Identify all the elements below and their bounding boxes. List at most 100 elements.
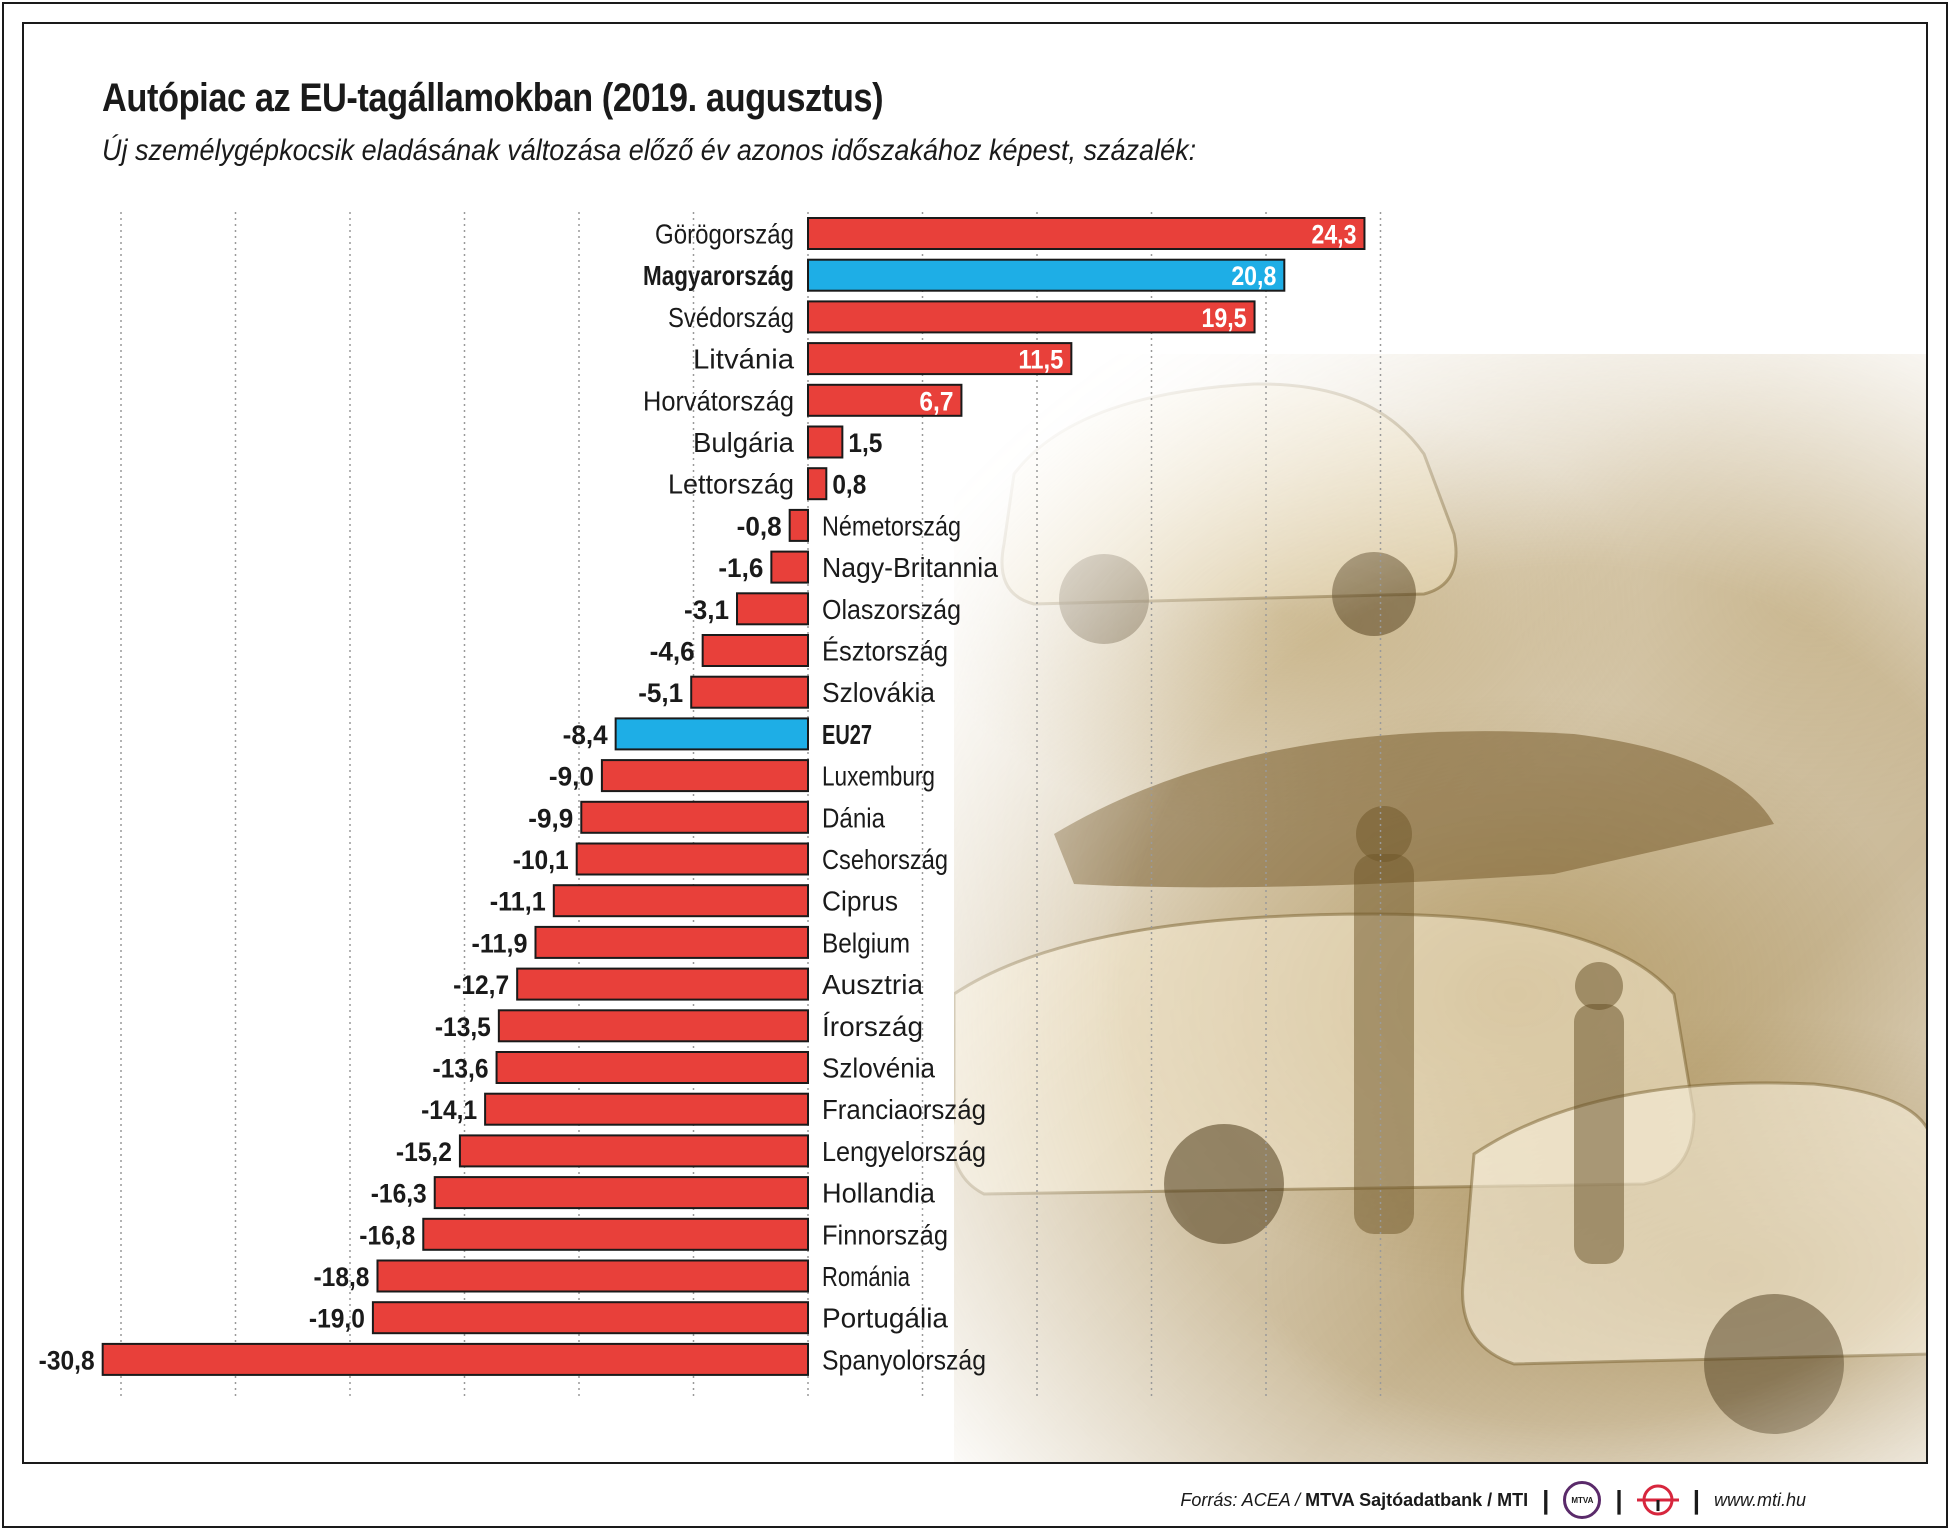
bar: [807, 217, 1366, 250]
background-photo-shapes: [954, 382, 1926, 1434]
bars: [101, 217, 1366, 1376]
bar: [101, 1342, 810, 1376]
category-label: Írország: [822, 1011, 923, 1042]
bar: [770, 550, 809, 584]
mtva-logo: MTVA: [1563, 1481, 1602, 1519]
value-label: -8,4: [563, 720, 608, 750]
value-label: -19,0: [309, 1304, 365, 1334]
website-link[interactable]: www.mti.hu: [1713, 1489, 1806, 1510]
category-label: Németország: [822, 510, 961, 541]
bar: [552, 884, 809, 918]
value-label: -15,2: [396, 1137, 452, 1167]
bar: [807, 258, 1286, 292]
value-label: -0,8: [737, 511, 782, 541]
chart-subtitle: Új személygépkocsik eladásának változása…: [102, 134, 1197, 167]
bar: [807, 467, 828, 501]
chart-title: Autópiac az EU-tagállamokban (2019. augu…: [102, 76, 884, 120]
value-label: -18,8: [313, 1262, 369, 1292]
bar: [736, 592, 810, 626]
category-label: Lettország: [668, 469, 794, 500]
value-label: -10,1: [513, 845, 569, 875]
bar: [497, 1009, 809, 1043]
category-label: Hollandia: [822, 1178, 935, 1209]
bar: [807, 383, 963, 417]
bar: [376, 1259, 809, 1293]
value-label: 24,3: [1311, 220, 1356, 250]
value-label: -4,6: [650, 637, 695, 667]
category-label: Finnország: [822, 1219, 948, 1250]
mtva-logo-text: MTVA: [1571, 1495, 1594, 1505]
labels: Görögország 24,3 Magyarország 20,8 Svédorszá…: [39, 219, 1357, 1376]
value-label: 6,7: [919, 386, 953, 416]
value-label: 1,5: [848, 428, 882, 458]
footer: Forrás: ACEA / MTVA Sajtóadatbank / MTI …: [1180, 1478, 1806, 1522]
category-label: Portugália: [822, 1303, 948, 1334]
value-label: 11,5: [1018, 345, 1063, 375]
bar: [807, 342, 1073, 376]
category-label: Ausztria: [822, 969, 923, 1000]
bar: [788, 508, 809, 542]
bar: [371, 1301, 809, 1335]
value-label: -3,1: [684, 595, 729, 625]
category-label: Litvánia: [693, 344, 794, 375]
value-label: -12,7: [453, 970, 509, 1000]
category-label: Görögország: [655, 219, 794, 250]
bar: [484, 1092, 809, 1126]
bar: [575, 842, 810, 876]
mti-logo-icon: [1636, 1484, 1679, 1516]
category-label: Ciprus: [822, 886, 898, 917]
category-label: Bulgária: [693, 427, 794, 458]
category-label: Észtország: [822, 636, 948, 667]
category-label: Csehország: [822, 844, 948, 875]
bar: [495, 1051, 809, 1084]
value-label: -9,9: [528, 803, 573, 833]
footer-separator: |: [1615, 1484, 1623, 1515]
value-label: -13,6: [433, 1054, 489, 1084]
category-label: Franciaország: [822, 1094, 986, 1125]
value-label: -11,9: [471, 928, 527, 958]
category-label: Olaszország: [822, 594, 961, 625]
category-label: Belgium: [822, 927, 910, 958]
value-label: 0,8: [832, 470, 866, 500]
category-label: Magyarország: [643, 260, 794, 291]
bar: [458, 1134, 809, 1168]
bar: [433, 1176, 809, 1210]
footer-separator: |: [1542, 1484, 1550, 1515]
bar: [516, 967, 809, 1001]
bar: [600, 759, 810, 793]
category-label: Szlovákia: [822, 677, 935, 708]
category-label: Lengyelország: [822, 1136, 986, 1167]
value-label: -14,1: [421, 1095, 477, 1125]
category-label: EU27: [822, 719, 872, 750]
category-label: Nagy-Britannia: [822, 552, 998, 583]
background-photo: [954, 354, 1926, 1462]
value-label: -16,3: [371, 1179, 427, 1209]
value-label: 19,5: [1202, 303, 1247, 333]
category-label: Luxemburg: [822, 761, 935, 792]
value-label: -1,6: [718, 553, 763, 583]
bar: [701, 634, 809, 667]
value-label: -30,8: [39, 1345, 95, 1375]
source-label: Forrás: ACEA /: [1180, 1489, 1301, 1510]
value-label: 20,8: [1231, 261, 1276, 291]
category-label: Spanyolország: [822, 1344, 986, 1375]
category-label: Románia: [822, 1261, 910, 1292]
bar: [614, 717, 810, 751]
category-label: Szlovénia: [822, 1053, 935, 1084]
value-label: -13,5: [435, 1012, 491, 1042]
category-label: Svédország: [668, 302, 794, 333]
bar: [580, 800, 809, 834]
bar: [534, 925, 809, 959]
bar: [422, 1217, 809, 1251]
bar: [807, 425, 844, 459]
bar: [690, 675, 810, 709]
value-label: -5,1: [638, 678, 683, 708]
source-credit: MTVA Sajtóadatbank / MTI: [1305, 1489, 1529, 1510]
value-label: -9,0: [549, 762, 594, 792]
value-label: -11,1: [490, 887, 546, 917]
value-label: -16,8: [359, 1220, 415, 1250]
category-label: Horvátország: [643, 385, 794, 416]
bar: [807, 300, 1256, 334]
